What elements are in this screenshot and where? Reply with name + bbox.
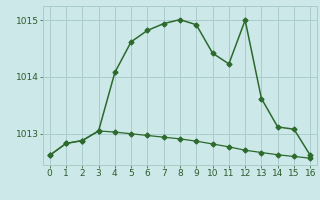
Text: Graphe pression niveau de la mer (hPa): Graphe pression niveau de la mer (hPa): [41, 183, 279, 193]
